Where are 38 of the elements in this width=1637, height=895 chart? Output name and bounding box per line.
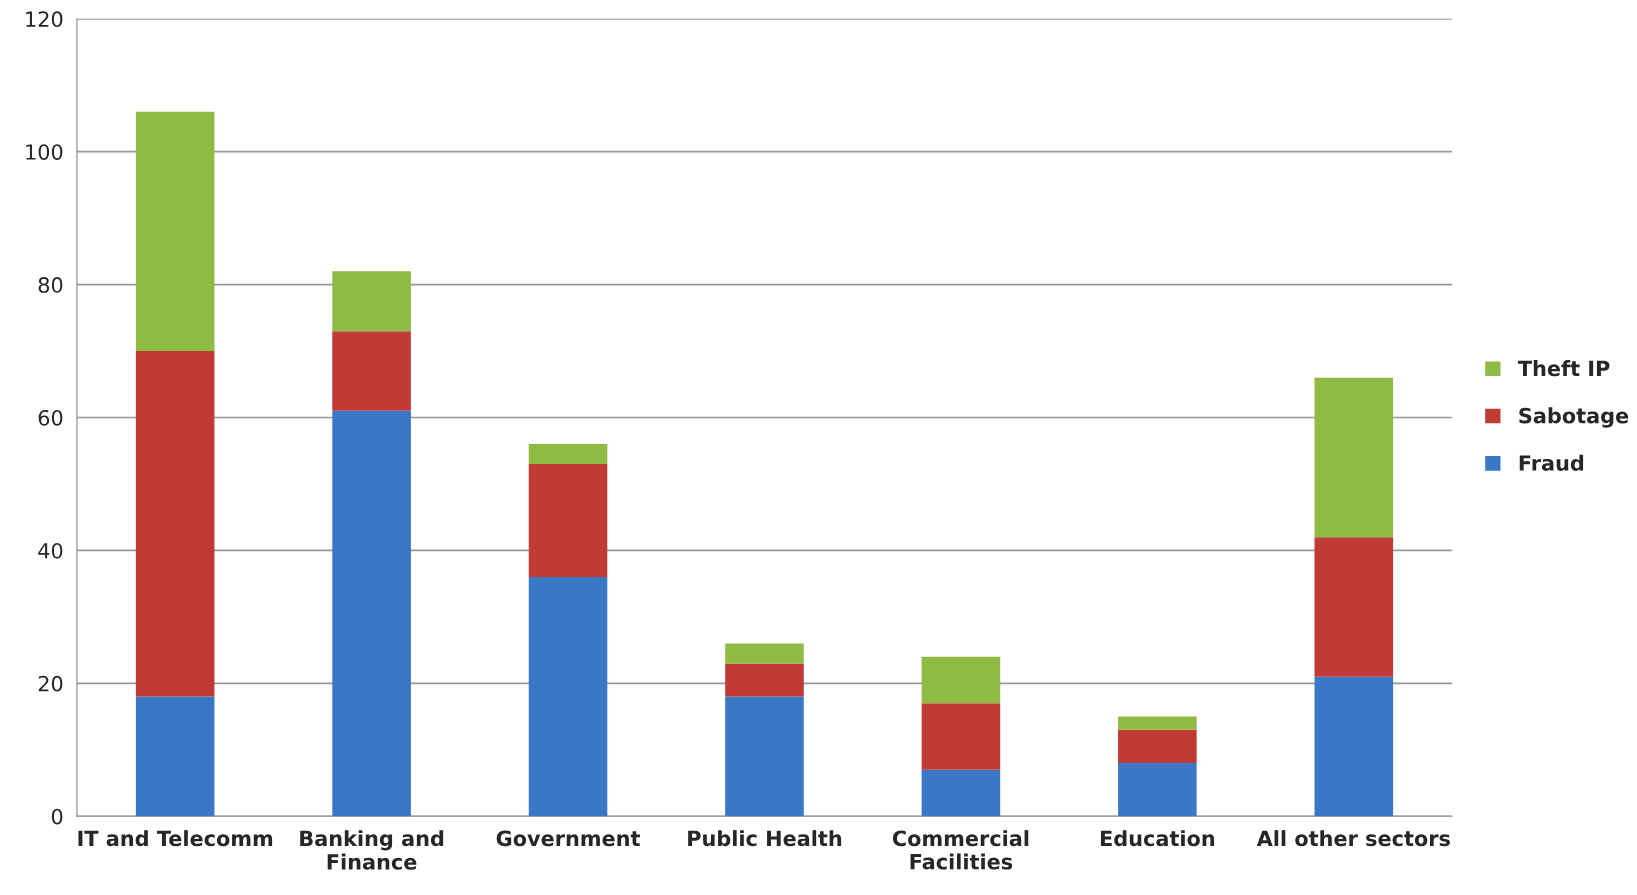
bar bbox=[528, 444, 608, 465]
bar bbox=[332, 331, 411, 411]
x-tick-label: Public Health bbox=[688, 830, 842, 847]
y-tick-label: 80 bbox=[38, 277, 63, 293]
x-tick-label: Education bbox=[1100, 830, 1215, 847]
x-tick-label: IT and Telecomm bbox=[78, 830, 273, 847]
y-tick-label: 40 bbox=[38, 542, 63, 559]
bar bbox=[135, 696, 215, 817]
legend-label: Fraud bbox=[1519, 454, 1584, 471]
y-tick-label: 120 bbox=[26, 11, 63, 28]
bar bbox=[332, 410, 411, 817]
bar bbox=[725, 696, 804, 817]
bar bbox=[921, 703, 1001, 770]
y-tick-label: 0 bbox=[51, 808, 63, 825]
x-tick-label: All other sectors bbox=[1256, 830, 1450, 847]
bar bbox=[528, 464, 608, 578]
bar bbox=[135, 351, 215, 697]
x-tick-label: Commercial Facilities bbox=[892, 830, 1029, 870]
bar bbox=[725, 643, 804, 664]
bar bbox=[1314, 377, 1394, 538]
bar bbox=[1314, 537, 1394, 677]
bar bbox=[332, 271, 411, 332]
bar bbox=[1314, 676, 1394, 817]
bar bbox=[528, 577, 608, 817]
x-tick-label: Banking and Finance bbox=[300, 830, 444, 870]
bar bbox=[921, 656, 1001, 704]
y-tick-label: 60 bbox=[38, 409, 63, 426]
bar bbox=[921, 769, 1001, 817]
bar bbox=[1118, 716, 1197, 730]
legend-label: Theft IP bbox=[1517, 360, 1610, 377]
y-tick-label: 100 bbox=[26, 144, 63, 160]
bar bbox=[135, 111, 215, 352]
bar bbox=[1118, 763, 1197, 817]
y-tick-label: 20 bbox=[38, 675, 63, 692]
bar bbox=[1118, 729, 1197, 764]
legend-label: Sabotage bbox=[1519, 407, 1629, 428]
bar bbox=[725, 663, 804, 697]
x-tick-label: Government bbox=[496, 830, 640, 847]
